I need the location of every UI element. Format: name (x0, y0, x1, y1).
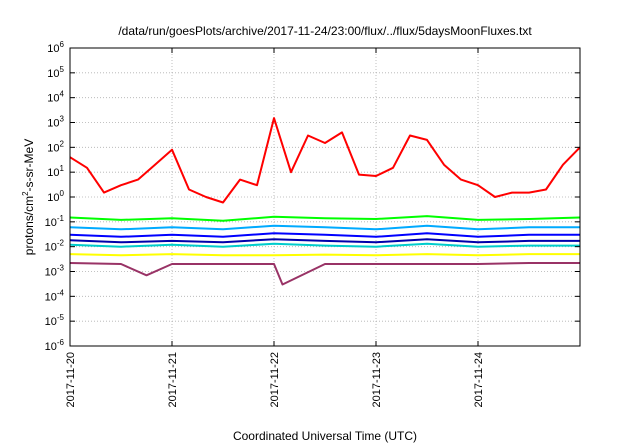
y-axis-label: protons/cm2-s-sr-MeV (21, 139, 36, 255)
gridlines (70, 48, 580, 346)
y-tick-label: 104 (47, 90, 64, 105)
y-tick-power: -5 (57, 313, 65, 322)
y-tick-label: 101 (47, 164, 64, 179)
y-tick-label: 10-6 (45, 338, 65, 353)
chart-title: /data/run/goesPlots/archive/2017-11-24/2… (118, 24, 532, 38)
y-tick-label: 10-4 (45, 288, 65, 303)
y-tick-power: -6 (57, 338, 65, 347)
y-axis-label-sup: 2 (21, 191, 30, 196)
y-tick-power: -1 (57, 214, 65, 223)
series-line-7 (69, 253, 580, 257)
y-tick-base: 10 (47, 167, 59, 179)
y-tick-base: 10 (47, 142, 59, 154)
y-axis-label-pre: protons/cm (22, 196, 36, 255)
x-tick-label: 2017-11-22 (269, 352, 281, 407)
series-line-3 (69, 224, 580, 231)
y-tick-label: 105 (47, 65, 64, 80)
x-axis: 2017-11-20 2017-11-21 2017-11-22 2017-11-23… (65, 48, 485, 407)
y-tick-label: 10-1 (45, 214, 65, 229)
y-tick-label: 106 (47, 40, 64, 55)
y-tick-power: 2 (60, 139, 65, 148)
x-tick-label: 2017-11-23 (371, 352, 383, 407)
y-tick-power: -4 (57, 288, 65, 297)
x-tick-label: 2017-11-24 (473, 352, 485, 407)
series-layer (69, 117, 581, 286)
series-line-6 (69, 242, 580, 248)
y-tick-power: -2 (57, 239, 65, 248)
y-tick-label: 10-3 (45, 264, 65, 279)
y-tick-label: 103 (47, 115, 64, 130)
y-tick-base: 10 (45, 316, 57, 328)
y-tick-base: 10 (45, 291, 57, 303)
y-tick-power: 5 (60, 65, 65, 74)
x-tick-label: 2017-11-21 (167, 352, 179, 407)
series-line-4 (69, 232, 580, 238)
y-tick-base: 10 (47, 118, 59, 130)
x-tick-label: 2017-11-20 (65, 352, 77, 407)
y-tick-power: 1 (60, 164, 65, 173)
y-tick-base: 10 (45, 267, 57, 279)
y-tick-base: 10 (47, 93, 59, 105)
y-tick-label: 10-5 (45, 313, 65, 328)
y-tick-power: 4 (60, 90, 65, 99)
y-tick-power: -3 (57, 264, 65, 273)
y-tick-power: 3 (60, 115, 65, 124)
y-tick-base: 10 (47, 68, 59, 80)
series-line-2 (69, 215, 581, 222)
y-tick-base: 10 (45, 217, 57, 229)
y-tick-label: 102 (47, 139, 64, 154)
series-line-1 (69, 117, 581, 204)
y-tick-label: 10-2 (45, 239, 65, 254)
y-axis-label-post: -s-sr-MeV (22, 139, 36, 192)
x-axis-label: Coordinated Universal Time (UTC) (233, 429, 417, 443)
y-tick-base: 10 (45, 242, 57, 254)
y-tick-label: 100 (47, 189, 64, 204)
y-axis: 10-610-510-410-310-210-11001011021031041… (45, 40, 580, 353)
series-line-8 (69, 262, 580, 286)
series-line-5 (69, 238, 580, 244)
y-tick-base: 10 (47, 192, 59, 204)
y-tick-power: 6 (60, 40, 65, 49)
y-tick-power: 0 (60, 189, 65, 198)
y-tick-base: 10 (45, 341, 57, 353)
y-tick-base: 10 (47, 43, 59, 55)
